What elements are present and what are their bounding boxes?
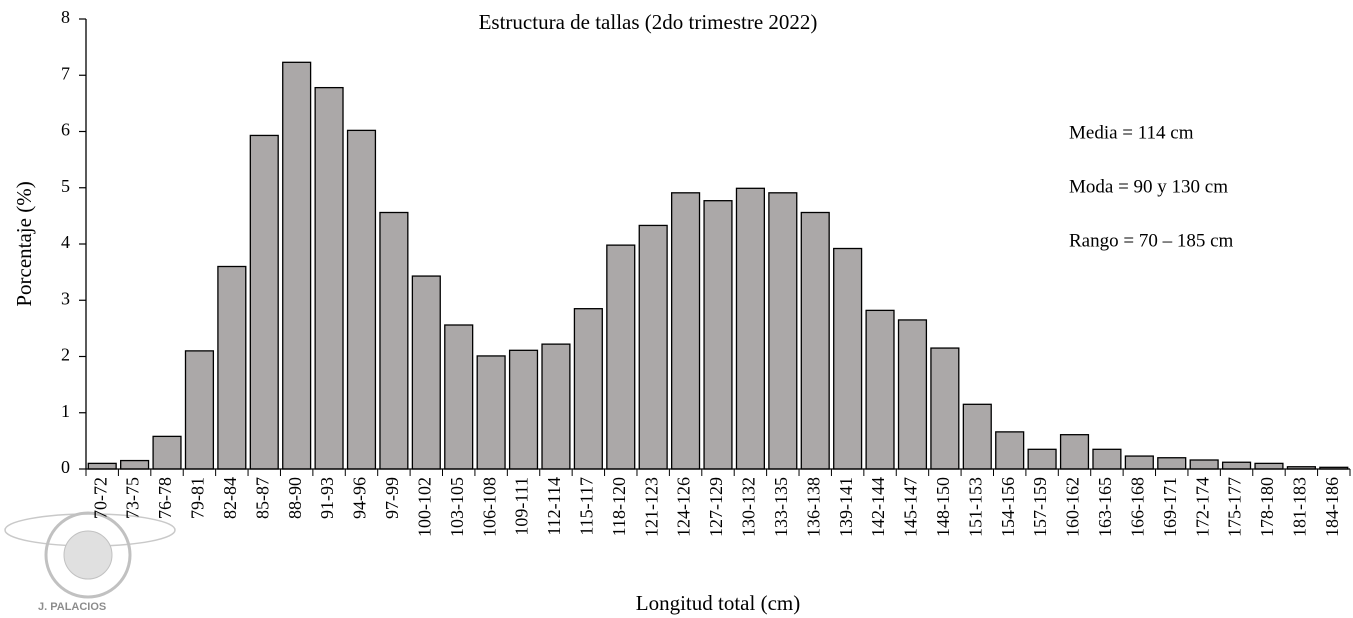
x-tick-label: 109-111 <box>512 477 532 536</box>
bar <box>703 200 733 470</box>
bar <box>444 324 474 470</box>
x-tick-label: 91-93 <box>317 477 337 519</box>
bar <box>800 211 830 470</box>
x-tick-label: 88-90 <box>285 477 305 519</box>
x-tick-label: 73-75 <box>123 477 143 519</box>
bar <box>995 431 1025 470</box>
y-tick-label: 7 <box>61 63 70 83</box>
y-axis-title: Porcentaje (%) <box>12 181 36 306</box>
bar <box>573 308 603 470</box>
bar <box>314 86 344 470</box>
x-tick-label: 127-129 <box>706 477 726 537</box>
bar <box>865 309 895 470</box>
y-tick-label: 4 <box>61 232 70 252</box>
bar <box>541 343 571 470</box>
x-tick-label: 166-168 <box>1127 477 1147 537</box>
bar <box>930 347 960 470</box>
logo: J. PALACIOS <box>4 511 176 613</box>
bar <box>833 247 863 470</box>
bar <box>1157 457 1187 470</box>
bar <box>217 265 247 470</box>
x-tick-label: 70-72 <box>90 477 110 519</box>
x-tick-label: 157-159 <box>1030 477 1050 537</box>
x-tick-label: 115-117 <box>576 477 596 536</box>
x-tick-label: 82-84 <box>220 477 240 519</box>
logo-emblem <box>63 530 113 580</box>
bar <box>735 187 765 470</box>
x-tick-label: 136-138 <box>803 477 823 537</box>
x-tick-label: 142-144 <box>868 477 888 537</box>
logo-seal <box>44 511 132 599</box>
bar <box>671 192 701 470</box>
bar <box>1254 462 1284 470</box>
y-tick-label: 8 <box>61 7 70 27</box>
x-tick-label: 100-102 <box>414 477 434 537</box>
x-tick-label: 106-108 <box>479 477 499 537</box>
x-tick-label: 112-114 <box>544 477 564 536</box>
x-tick-label: 133-135 <box>771 477 791 537</box>
x-tick-label: 184-186 <box>1322 477 1342 537</box>
bar <box>1189 459 1219 470</box>
x-tick-label: 178-180 <box>1257 477 1277 537</box>
annotation: Media = 114 cm <box>1069 122 1194 143</box>
x-tick-label: 175-177 <box>1225 477 1245 537</box>
bar <box>1092 448 1122 470</box>
bar <box>897 319 928 470</box>
x-tick-label: 94-96 <box>350 477 370 519</box>
bar <box>249 134 279 470</box>
bar <box>411 275 441 470</box>
x-tick-label: 130-132 <box>739 477 759 537</box>
bar <box>120 459 150 470</box>
x-tick-label: 85-87 <box>252 477 272 519</box>
bar <box>1221 461 1252 470</box>
x-tick-label: 124-126 <box>674 477 694 537</box>
logo-ring <box>4 513 176 547</box>
x-tick-label: 118-120 <box>609 477 629 536</box>
watermark: J. PALACIOS <box>38 601 106 613</box>
x-tick-label: 181-183 <box>1290 477 1310 537</box>
x-tick-label: 145-147 <box>901 477 921 537</box>
bar <box>379 211 409 470</box>
x-axis-title: Longitud total (cm) <box>636 591 800 615</box>
x-tick-label: 172-174 <box>1192 477 1212 537</box>
x-tick-label: 160-162 <box>1063 477 1083 537</box>
x-tick-label: 79-81 <box>188 477 208 519</box>
x-tick-label: 103-105 <box>447 477 467 537</box>
bar <box>768 192 798 470</box>
x-tick-label: 148-150 <box>933 477 953 537</box>
x-tick-label: 76-78 <box>155 477 175 519</box>
x-tick-label: 139-141 <box>836 477 856 537</box>
y-tick-label: 1 <box>61 401 70 421</box>
bar <box>606 244 636 470</box>
bar <box>1124 455 1154 470</box>
bar <box>184 350 215 470</box>
x-tick-label: 97-99 <box>382 477 402 519</box>
bar <box>87 462 117 470</box>
bar <box>152 435 182 470</box>
x-tick-label: 169-171 <box>1160 477 1180 537</box>
bar <box>1059 434 1090 470</box>
y-tick-label: 5 <box>61 176 70 196</box>
y-tick-label: 2 <box>61 345 70 365</box>
y-tick-label: 6 <box>61 120 70 140</box>
bar <box>508 349 539 470</box>
bar <box>962 403 992 470</box>
bar <box>282 61 312 470</box>
x-tick-label: 151-153 <box>965 477 985 537</box>
bar <box>476 355 506 470</box>
x-tick-label: 163-165 <box>1095 477 1115 537</box>
x-tick-label: 154-156 <box>998 477 1018 537</box>
y-tick-label: 3 <box>61 288 70 308</box>
annotation: Rango = 70 – 185 cm <box>1069 230 1234 251</box>
bar <box>1027 448 1057 470</box>
bar <box>638 224 668 470</box>
bar <box>346 129 377 470</box>
x-tick-label: 121-123 <box>641 477 661 537</box>
chart-title: Estructura de tallas (2do trimestre 2022… <box>479 10 818 34</box>
annotation: Moda = 90 y 130 cm <box>1069 176 1228 197</box>
y-tick-label: 0 <box>61 457 70 477</box>
